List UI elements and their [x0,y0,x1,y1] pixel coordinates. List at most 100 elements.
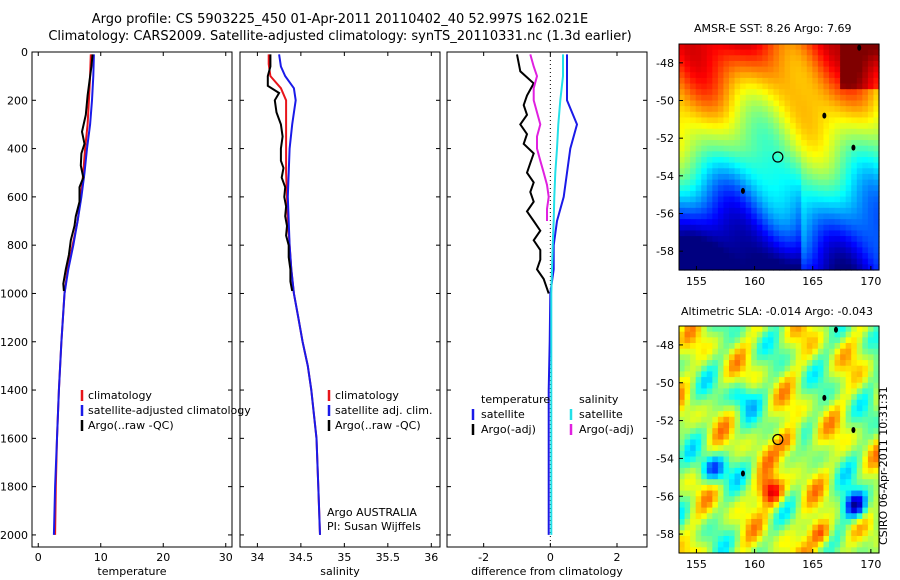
sst-map-cell [767,207,775,215]
sla-map-cell [823,535,830,543]
sla-map-cell [823,433,830,441]
sla-map-cell [762,541,769,548]
sst-map-cell [801,258,808,265]
sst-map-cell [679,77,686,85]
sla-map-cell [690,377,697,384]
sla-map-cell [717,411,725,418]
sla-map-cell [723,354,730,361]
sla-map-cell [829,473,836,480]
sst-map-cell [762,247,769,254]
sst-map-cell [790,77,797,85]
sst-map-cell [795,230,802,237]
sla-map-cell [712,428,719,435]
sla-map-cell [740,405,747,412]
sst-map-cell [812,145,819,152]
sst-map-cell [851,60,858,68]
sla-map-cell [779,496,786,503]
sla-map-cell [745,501,752,509]
sst-map-cell [784,247,791,254]
sla-map-cell [684,354,691,361]
sla-map-cell [723,513,730,520]
sla-map-cell [823,524,830,531]
sla-map-cell [784,541,791,548]
sla-map-cell [717,479,725,486]
sla-map-cell [751,484,758,492]
sst-map-cell [756,241,763,248]
sla-map-cell [817,439,825,446]
sla-map-cell [817,518,825,526]
sst-map-cell [795,55,802,62]
sla-map-cell [829,496,836,503]
sla-map-cell [784,422,791,429]
sla-map-cell [817,428,825,435]
sla-map-cell [756,445,763,452]
sst-map-cell [829,179,836,186]
sla-map-cell [679,331,686,338]
sst-map-cell [751,111,758,119]
sla-map-cell [851,484,858,492]
sst-map-cell [740,140,747,147]
sla-map-cell [712,411,719,418]
sst-map-cell [734,162,741,169]
sla-map-cell [762,422,769,429]
sla-map-cell [862,445,869,452]
sst-map-cell [734,134,741,141]
sla-map-cell [751,354,758,361]
sst-map-cell [712,213,719,220]
sst-map-cell [679,44,686,51]
sst-map-cell [795,134,802,141]
sla-map-cell [762,490,769,497]
sst-map-cell [845,173,852,181]
sst-map-cell [784,145,791,152]
sla-map-cell [756,371,763,378]
difference-xlabel: difference from climatology [471,565,623,578]
sst-map-cell [745,151,752,158]
sst-map-cell [795,253,802,260]
sst-map-cell [723,134,730,141]
sla-map-cell [756,473,763,480]
sla-map-cell [829,337,836,344]
sla-map-cell [806,439,813,446]
sst-map-cell [784,44,791,51]
sst-map-cell [862,145,869,152]
sla-map-cell [717,343,725,350]
sla-map-cell [690,484,697,492]
sst-map-cell [684,230,691,237]
difference-xtick-label: 2 [614,551,621,564]
sst-map-cell [779,77,786,85]
sla-map-cell [712,496,719,503]
sla-map-cell [873,535,880,543]
sla-map-cell [712,541,719,548]
sla-map-cell [834,541,841,548]
sst-map-cell [812,190,819,198]
sla-map-cell [790,377,797,384]
sla-map-cell [690,518,697,526]
sst-map-cell [717,89,725,96]
sst-map-cell [856,145,863,152]
figure-title-line1: Argo profile: CS 5903225_450 01-Apr-2011… [91,12,589,27]
sla-map-cell [684,507,691,514]
sst-map-cell [806,100,813,107]
sla-map-cell [817,524,825,531]
sla-map-cell [773,530,780,537]
sst-map-cell [701,173,708,181]
sst-map-cell [790,100,797,107]
sst-map-cell [734,89,741,96]
sst-map-cell [751,202,758,209]
sst-map-cell [840,117,847,124]
sla-map-cell [729,371,736,378]
sst-map-cell [790,123,797,130]
sst-map-cell [684,236,691,243]
sla-map-cell [829,433,836,441]
sla-map-cell [756,422,763,429]
sst-map-cell [873,83,880,90]
sst-map-cell [801,145,808,152]
sst-map-cell [823,157,830,164]
sst-map-cell [762,179,769,186]
sla-map-cell [701,547,708,554]
sst-map-cell [684,140,691,147]
sla-map-cell [684,365,691,372]
sla-map-cell [856,524,863,531]
sst-map-cell [767,44,775,51]
sst-map-cell [695,190,702,198]
